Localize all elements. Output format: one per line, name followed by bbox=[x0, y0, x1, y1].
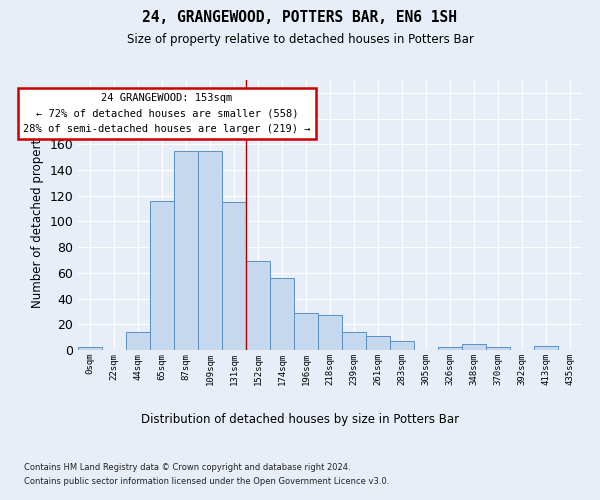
Text: Distribution of detached houses by size in Potters Bar: Distribution of detached houses by size … bbox=[141, 412, 459, 426]
Text: 24, GRANGEWOOD, POTTERS BAR, EN6 1SH: 24, GRANGEWOOD, POTTERS BAR, EN6 1SH bbox=[143, 10, 458, 25]
Bar bbox=[462, 344, 486, 350]
Bar bbox=[390, 341, 414, 350]
Text: 24 GRANGEWOOD: 153sqm
← 72% of detached houses are smaller (558)
28% of semi-det: 24 GRANGEWOOD: 153sqm ← 72% of detached … bbox=[23, 93, 311, 134]
Bar bbox=[78, 348, 102, 350]
Bar bbox=[366, 336, 390, 350]
Bar bbox=[174, 150, 198, 350]
Text: Contains HM Land Registry data © Crown copyright and database right 2024.: Contains HM Land Registry data © Crown c… bbox=[24, 462, 350, 471]
Bar bbox=[294, 312, 318, 350]
Bar bbox=[534, 346, 558, 350]
Bar bbox=[246, 262, 270, 350]
Bar bbox=[150, 201, 174, 350]
Bar bbox=[342, 332, 366, 350]
Bar bbox=[222, 202, 246, 350]
Text: Contains public sector information licensed under the Open Government Licence v3: Contains public sector information licen… bbox=[24, 478, 389, 486]
Bar bbox=[318, 316, 342, 350]
Bar bbox=[438, 348, 462, 350]
Y-axis label: Number of detached properties: Number of detached properties bbox=[31, 122, 44, 308]
Bar bbox=[198, 150, 222, 350]
Bar bbox=[126, 332, 150, 350]
Bar bbox=[270, 278, 294, 350]
Bar bbox=[486, 348, 510, 350]
Text: Size of property relative to detached houses in Potters Bar: Size of property relative to detached ho… bbox=[127, 32, 473, 46]
